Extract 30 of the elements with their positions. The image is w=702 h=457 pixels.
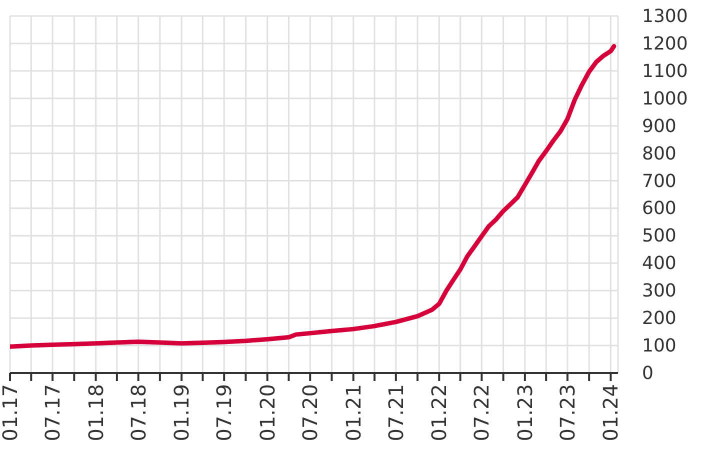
x-tick-label: 07.19 bbox=[212, 384, 236, 442]
y-tick-label: 1000 bbox=[642, 88, 688, 109]
x-tick-label: 07.18 bbox=[126, 384, 150, 442]
y-tick-label: 1300 bbox=[642, 6, 688, 26]
y-tick-label: 300 bbox=[642, 280, 676, 302]
y-tick-label: 1200 bbox=[642, 32, 688, 54]
x-tick-label: 07.23 bbox=[555, 384, 580, 442]
x-tick-label: 01.24 bbox=[598, 384, 623, 442]
y-tick-label: 500 bbox=[642, 225, 676, 246]
y-tick-label: 200 bbox=[642, 308, 676, 329]
x-tick-label: 07.17 bbox=[40, 384, 65, 442]
line-series bbox=[10, 44, 616, 349]
x-tick-label: 01.21 bbox=[341, 384, 366, 442]
y-tick-label: 900 bbox=[642, 115, 676, 136]
y-tick-label: 400 bbox=[642, 252, 676, 274]
x-tick-label: 01.22 bbox=[427, 384, 452, 442]
y-tick-label: 600 bbox=[642, 198, 676, 219]
y-tick-label: 1100 bbox=[642, 60, 688, 82]
y-tick-label: 100 bbox=[642, 335, 676, 356]
x-tick-label: 07.21 bbox=[384, 384, 408, 442]
y-tick-label: 800 bbox=[642, 142, 676, 164]
x-tick-label: 01.18 bbox=[84, 384, 108, 442]
x-tick-label: 01.17 bbox=[0, 384, 22, 442]
x-tick-label: 07.22 bbox=[470, 384, 494, 442]
x-tick-label: 07.20 bbox=[298, 384, 322, 442]
x-tick-label: 01.19 bbox=[170, 384, 194, 442]
y-tick-label: 0 bbox=[642, 362, 654, 384]
x-tick-label: 01.20 bbox=[255, 384, 280, 442]
y-tick-label: 700 bbox=[642, 170, 676, 192]
x-tick-label: 01.23 bbox=[512, 384, 537, 442]
